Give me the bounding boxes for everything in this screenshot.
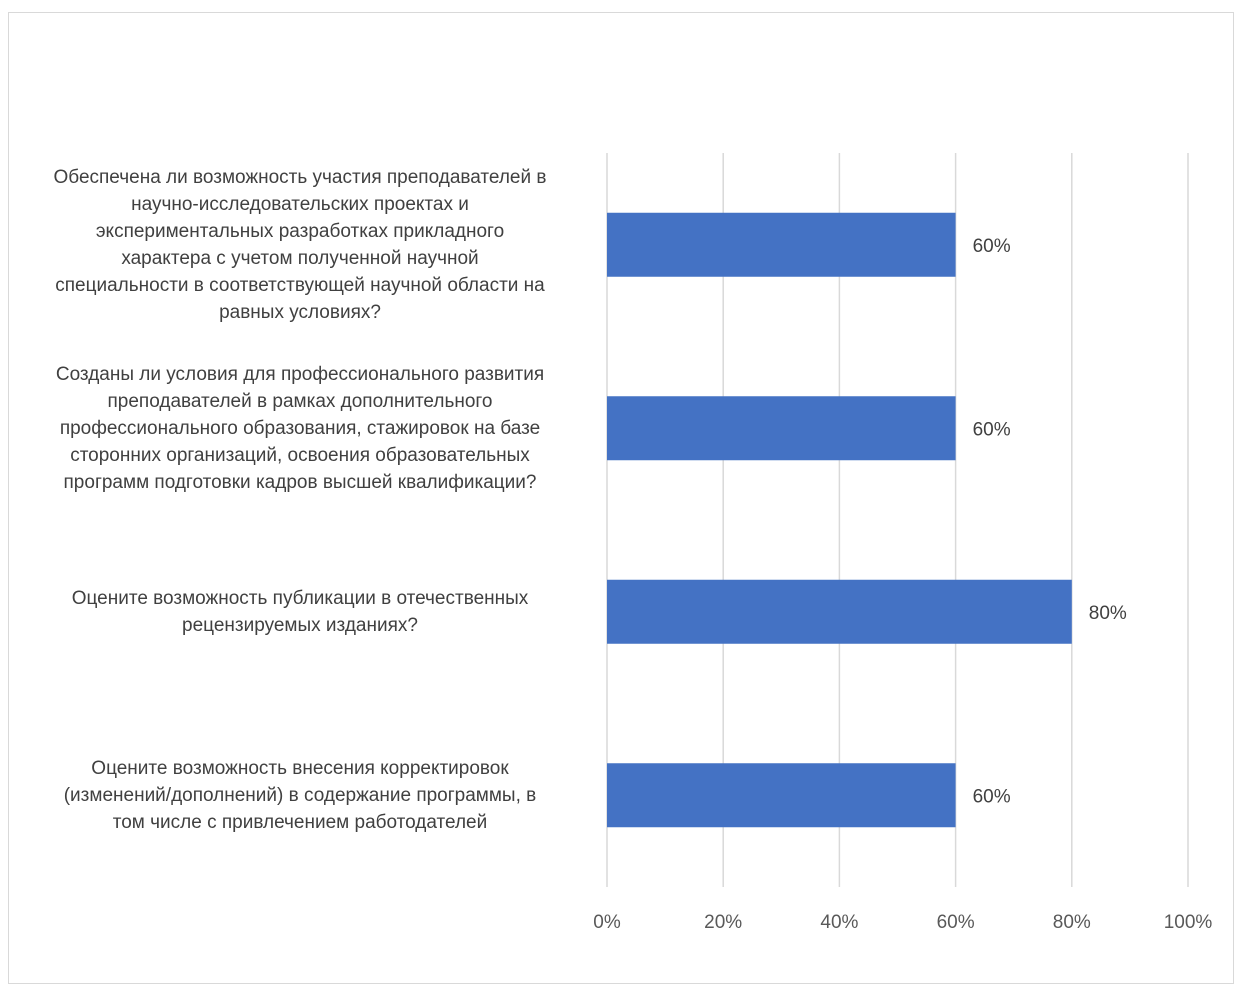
bar	[607, 396, 956, 461]
x-tick-label: 20%	[704, 912, 742, 933]
category-label-line: равных условиях?	[219, 301, 381, 323]
category-label: Оцените возможность публикации в отечест…	[10, 585, 590, 639]
data-label: 80%	[1089, 603, 1127, 624]
category-label-line: программ подготовки кадров высшей квалиф…	[63, 471, 537, 493]
category-label-line: специальности в соответствующей научной …	[55, 274, 545, 296]
bar	[607, 579, 1072, 644]
category-label-line: преподавателей в рамках дополнительного	[107, 390, 493, 412]
category-label: Обеспечена ли возможность участия препод…	[10, 164, 590, 326]
category-label-line: (изменений/дополнений) в содержание прог…	[63, 784, 537, 806]
category-label-line: научно-исследовательских проектах и	[131, 193, 469, 215]
x-tick-label: 40%	[820, 912, 858, 933]
category-label-line: том числе с привлечением работодателей	[112, 811, 488, 833]
x-tick-label: 0%	[593, 912, 621, 933]
category-label-line: профессионального образования, стажирово…	[59, 417, 541, 439]
x-tick-label: 60%	[937, 912, 975, 933]
data-label: 60%	[973, 236, 1011, 257]
category-label-line: сторонних организаций, освоения образова…	[70, 444, 530, 466]
category-label-line: экспериментальных разработках прикладног…	[95, 220, 505, 242]
data-label: 60%	[973, 419, 1011, 440]
category-label-line: характера с учетом полученной научной	[121, 247, 479, 269]
category-label-line: Обеспечена ли возможность участия препод…	[53, 166, 547, 188]
category-label-line: Оцените возможность внесения корректиров…	[91, 757, 509, 779]
category-label-line: рецензируемых изданиях?	[182, 614, 418, 636]
category-label-line: Оцените возможность публикации в отечест…	[71, 587, 529, 609]
category-label: Созданы ли условия для профессионального…	[10, 361, 590, 496]
bar	[607, 212, 956, 277]
category-label: Оцените возможность внесения корректиров…	[10, 755, 590, 836]
category-label-line: Созданы ли условия для профессионального…	[55, 363, 545, 385]
x-tick-label: 100%	[1164, 912, 1213, 933]
data-label: 60%	[973, 786, 1011, 807]
bar	[607, 763, 956, 828]
x-tick-label: 80%	[1053, 912, 1091, 933]
